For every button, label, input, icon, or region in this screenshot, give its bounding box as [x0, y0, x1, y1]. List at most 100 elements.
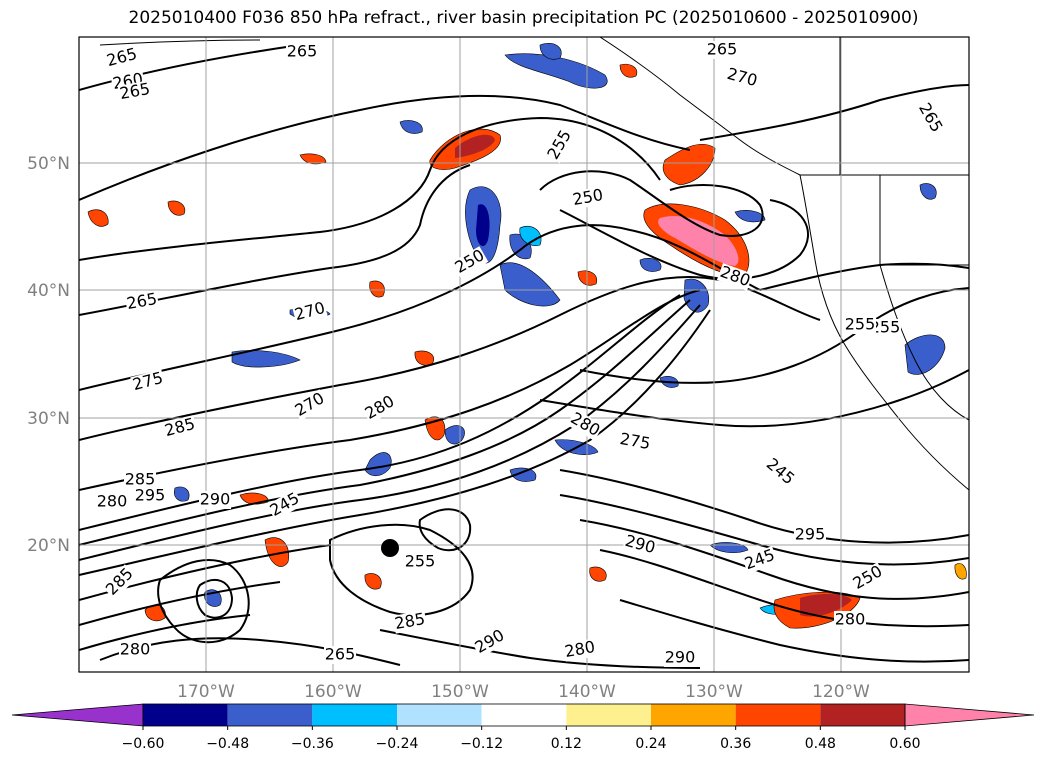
contour-label-background	[716, 263, 754, 291]
negative-anomaly-blob	[919, 183, 937, 200]
colorbar-extend-min	[11, 703, 144, 727]
contour-label: 265	[707, 40, 738, 59]
negative-anomaly-blob	[174, 486, 190, 502]
positive-anomaly-blob	[167, 200, 186, 216]
contour-label: 255	[845, 315, 876, 334]
positive-anomaly-blob	[299, 153, 327, 165]
lat-label: 30°N	[27, 409, 70, 429]
contour-label-background	[266, 489, 304, 521]
colorbar: −0.60 −0.48 −0.36 −0.24 −0.12 0.12 0.24 0.36 0.4…	[11, 703, 1035, 752]
precipitation-anomaly-shading	[87, 43, 967, 629]
colorbar-segment	[143, 704, 228, 726]
contour-label-background	[622, 532, 658, 558]
positive-anomaly-core	[658, 215, 739, 266]
contour-label: 290	[665, 648, 696, 667]
colorbar-extend-max	[904, 703, 1035, 727]
positive-anomaly-blob	[954, 563, 967, 580]
contour-label-background	[119, 641, 151, 659]
contour-label-background	[724, 65, 760, 91]
contour-label: 295	[135, 486, 166, 505]
colorbar-tick-label: 0.36	[720, 736, 751, 752]
positive-anomaly-blob	[619, 63, 638, 78]
negative-anomaly-core	[476, 204, 490, 247]
contour-label-background	[96, 493, 128, 511]
colorbar-tick-label: −0.12	[460, 736, 503, 752]
contour-label: 280	[835, 610, 866, 629]
contour-label-background	[134, 487, 166, 505]
contour-label-background	[761, 454, 799, 490]
colorbar-segment	[312, 704, 397, 726]
colorbar-tick-label: 0.12	[551, 736, 582, 752]
longitude-labels: 170°W 160°W 150°W 140°W 130°W 120°W	[177, 682, 870, 702]
lat-label: 20°N	[27, 536, 70, 556]
negative-anomaly-blob	[639, 258, 662, 272]
colorbar-tick-label: −0.48	[206, 736, 249, 752]
contour-label-background	[741, 546, 779, 574]
contour-label: 265	[325, 645, 356, 664]
contour-label-background	[451, 246, 489, 278]
contour-label-background	[404, 553, 436, 571]
contour-label-background	[392, 610, 428, 634]
colorbar-tick-label: −0.36	[291, 736, 334, 752]
positive-anomaly-blob	[364, 573, 382, 590]
contour-label-background	[562, 638, 598, 662]
contour-label-background	[844, 316, 876, 334]
contour-label-background	[566, 409, 604, 441]
colorbar-tick-label: −0.24	[376, 736, 419, 752]
contour-label-background	[664, 649, 696, 667]
negative-anomaly-blob	[519, 225, 542, 246]
contour-label-background	[544, 126, 576, 164]
contour-label-background	[286, 43, 318, 61]
lon-label: 130°W	[685, 682, 743, 702]
lat-label: 40°N	[27, 281, 70, 301]
lon-label: 140°W	[558, 682, 616, 702]
colorbar-tick-label: 0.48	[805, 736, 836, 752]
contour-label-background	[102, 564, 138, 600]
colorbar-segment	[227, 704, 313, 726]
positive-anomaly-blob	[87, 209, 109, 227]
contour-label-background	[849, 562, 887, 594]
contour-label: 285	[125, 470, 156, 489]
colorbar-segment	[566, 704, 651, 726]
negative-anomaly-blob	[539, 43, 562, 60]
colorbar-tick-label: −0.60	[122, 736, 165, 752]
contour-label-background	[199, 491, 231, 509]
lon-label: 150°W	[431, 682, 489, 702]
colorbar-tick-label: 0.60	[889, 736, 920, 752]
contour-label-background	[869, 319, 901, 337]
colorbar-segment	[651, 704, 736, 726]
colorbar-segment	[397, 704, 482, 726]
contour-label-background	[124, 471, 156, 489]
coastlines	[99, 37, 969, 491]
colorbar-segment	[820, 704, 905, 726]
positive-anomaly-core	[800, 594, 852, 617]
colorbar-tick-label: 0.24	[635, 736, 666, 752]
contour-label-background	[794, 526, 826, 544]
lon-label: 160°W	[304, 682, 362, 702]
lon-label: 170°W	[177, 682, 235, 702]
chart-title: 2025010400 F036 850 hPa refract., river …	[128, 8, 919, 28]
contour-label-background	[471, 626, 509, 658]
contour-label-background	[124, 290, 160, 314]
colorbar-frame	[142, 703, 906, 727]
contour-label: 290	[200, 490, 231, 509]
contour-label: 280	[97, 492, 128, 511]
contour-label: 255	[870, 318, 901, 337]
contour-label-background	[162, 415, 198, 441]
negative-anomaly-blob	[364, 452, 392, 477]
negative-anomaly-blob	[499, 262, 561, 307]
negative-anomaly-blob	[399, 120, 423, 134]
contour-label-background	[130, 369, 166, 395]
contour-label-background	[361, 392, 399, 424]
storm-center-marker	[381, 539, 399, 557]
contour-label: 280	[120, 640, 151, 659]
lat-label: 50°N	[27, 154, 70, 174]
contour-label-background	[104, 45, 140, 71]
negative-anomaly-blob	[904, 334, 946, 375]
contour-label-background	[570, 186, 606, 210]
contour-label-background	[617, 430, 653, 454]
contour-label: 255	[405, 552, 436, 571]
latitude-labels: 50°N 40°N 30°N 20°N	[27, 154, 70, 556]
graticule	[79, 37, 969, 672]
